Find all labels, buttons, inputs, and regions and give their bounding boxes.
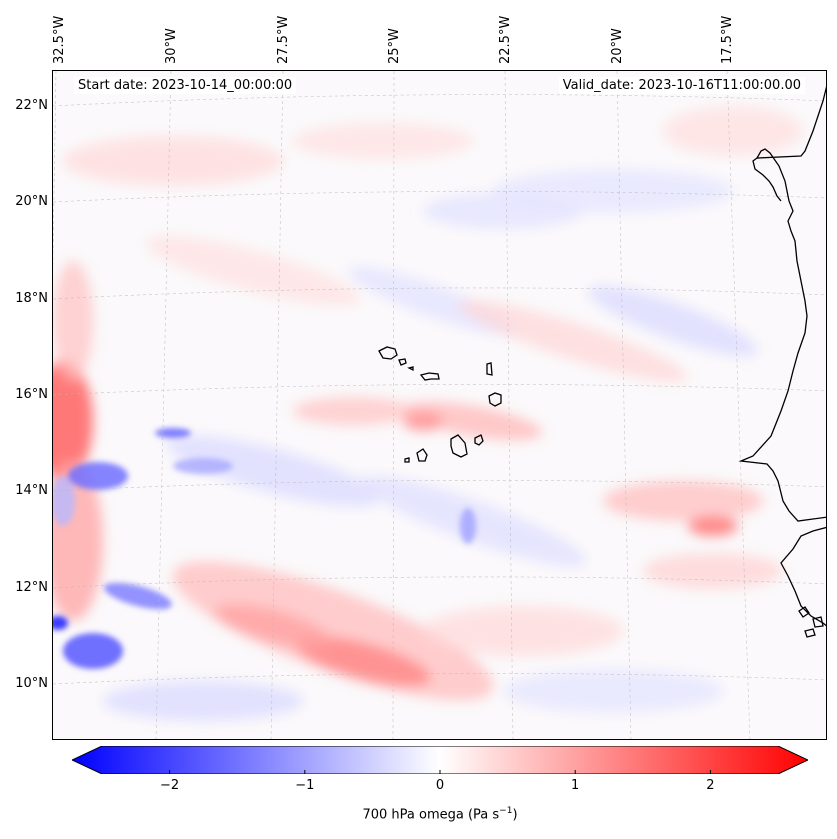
- omega-blue-cells: [53, 428, 476, 669]
- colorbar-tick-label: 2: [706, 778, 715, 793]
- omega-field: [53, 106, 803, 721]
- omega-field-map: [53, 71, 826, 739]
- cape-verde-sao-vicente: [398, 358, 407, 366]
- colorbar-svg: [70, 745, 810, 775]
- lat-label-20n: 20°N: [15, 194, 48, 209]
- colorbar-tick-label: −2: [160, 778, 180, 793]
- cape-verde-santa-luzia: [407, 366, 414, 372]
- lat-label-18n: 18°N: [15, 291, 48, 306]
- lon-label-22-5w: 22.5°W: [498, 15, 513, 64]
- lon-label-30w: 30°W: [164, 28, 179, 64]
- cape-verde-santiago: [450, 434, 468, 458]
- lat-label-10n: 10°N: [15, 676, 48, 691]
- colorbar-label-exponent: −1: [499, 806, 513, 816]
- colorbar: −2 −1 0 1 2: [70, 745, 810, 793]
- valid-date-label: Valid_date: 2023-10-16T11:00:00.00: [558, 77, 805, 94]
- lon-label-20w: 20°W: [610, 28, 625, 64]
- colorbar-tick-label: −1: [295, 778, 315, 793]
- coast-detail-north: [752, 157, 782, 202]
- cape-verde-sal: [486, 362, 493, 376]
- colorbar-tick-label: 0: [435, 778, 445, 793]
- cape-verde-maio: [474, 434, 484, 446]
- lon-label-32-5w: 32.5°W: [52, 15, 67, 64]
- colorbar-label: 700 hPa omega (Pa s−1): [0, 806, 837, 822]
- colorbar-label-main: 700 hPa omega (Pa s: [362, 807, 500, 823]
- graticule: [53, 71, 826, 739]
- lon-label-25w: 25°W: [387, 28, 402, 64]
- cape-verde-brava: [404, 457, 410, 463]
- colorbar-tick-label: 1: [571, 778, 580, 793]
- coastlines: [378, 86, 826, 638]
- lon-label-27-5w: 27.5°W: [276, 15, 291, 64]
- map-panel: Start date: 2023-10-14_00:00:00 Valid_da…: [52, 70, 827, 740]
- cape-verde-boa-vista: [488, 392, 502, 407]
- start-date-label: Start date: 2023-10-14_00:00:00: [74, 77, 297, 94]
- cape-verde-fogo: [416, 448, 428, 462]
- lon-label-17-5w: 17.5°W: [720, 15, 735, 64]
- colorbar-label-end: ): [512, 807, 518, 823]
- lat-label-12n: 12°N: [15, 580, 48, 595]
- colorbar-body: [70, 745, 810, 775]
- lat-label-14n: 14°N: [15, 483, 48, 498]
- lat-label-22n: 22°N: [15, 98, 48, 113]
- cape-verde-santo-antao: [378, 346, 398, 360]
- cape-verde-sao-nicolau: [419, 372, 440, 381]
- lat-label-16n: 16°N: [15, 387, 48, 402]
- bijagos-islands: [798, 606, 824, 638]
